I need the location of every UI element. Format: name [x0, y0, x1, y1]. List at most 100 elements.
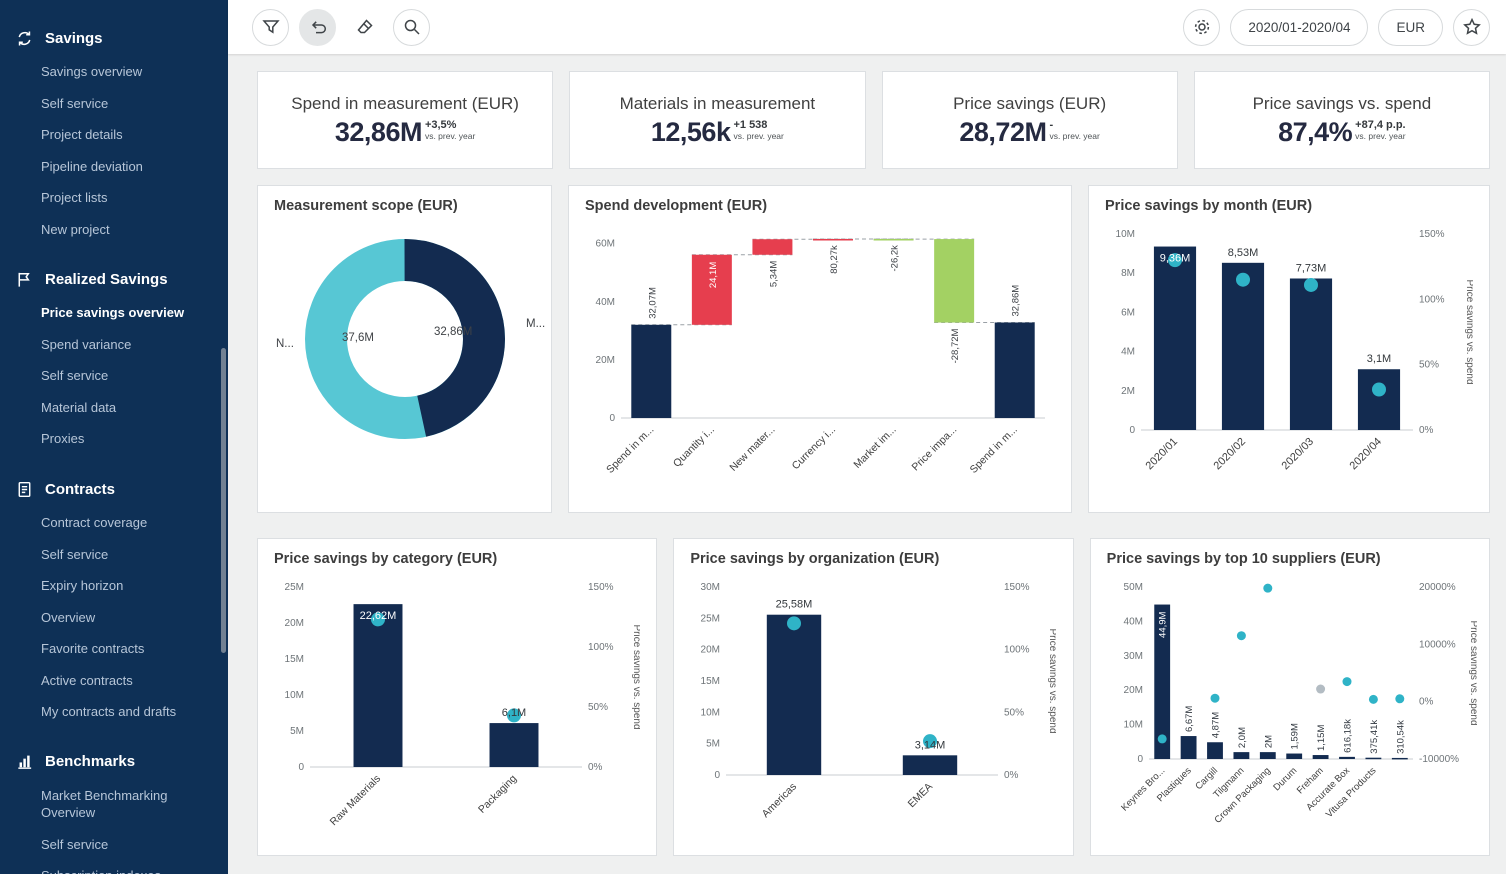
contracts-icon	[14, 479, 34, 499]
kpi-delta-sub: vs. prev. year	[424, 130, 476, 141]
sidebar-item-overview[interactable]: Overview	[41, 609, 96, 625]
sidebar-header-label: Realized Savings	[45, 270, 168, 288]
chart-title: Spend development (EUR)	[585, 198, 768, 214]
chart-title: Measurement scope (EUR)	[274, 198, 458, 214]
sidebar-item-contract-coverage[interactable]: Contract coverage	[41, 515, 148, 531]
sidebar-item-spend-variance[interactable]: Spend variance	[41, 336, 132, 352]
sidebar-item-project-lists[interactable]: Project lists	[41, 190, 108, 206]
sidebar-item-self-service[interactable]: Self service	[41, 836, 109, 852]
kpi-title: Spend in measurement (EUR)	[291, 94, 519, 113]
svg-text:375,41k: 375,41k	[1369, 720, 1380, 754]
sidebar-header-benchmarks[interactable]: Benchmarks	[0, 742, 228, 780]
sidebar-scrollbar[interactable]	[221, 348, 226, 653]
sidebar-item-proxies[interactable]: Proxies	[41, 431, 85, 447]
kpi-value-row: 12,56k +1 538 vs. prev. year	[651, 119, 784, 146]
svg-text:Packaging: Packaging	[476, 773, 519, 816]
undo-button[interactable]	[299, 8, 336, 46]
svg-text:2020/03: 2020/03	[1280, 436, 1317, 473]
svg-text:50%: 50%	[588, 702, 608, 713]
sidebar-item-new-project[interactable]: New project	[41, 221, 110, 237]
svg-text:22,62M: 22,62M	[360, 610, 397, 622]
sidebar-item-subscription-indexes[interactable]: Subscription indexes	[0, 860, 228, 874]
svg-text:Price savings vs. spend: Price savings vs. spend	[1464, 279, 1473, 384]
sidebar-item-expiry-horizon[interactable]: Expiry horizon	[41, 578, 124, 594]
sidebar-item-favorite-contracts[interactable]: Favorite contracts	[41, 641, 145, 657]
sidebar-item-self-service[interactable]: Self service	[41, 95, 109, 111]
savings-by-category-chart[interactable]: 0 5M 10M 15M 20M 25M 0% 50% 100% 150% Raw Material…	[274, 573, 642, 839]
sidebar-item-savings-overview[interactable]: Savings overview	[41, 64, 143, 79]
sidebar-item-pipeline-deviation[interactable]: Pipeline deviation	[41, 158, 143, 174]
chart-svg	[304, 239, 505, 439]
svg-text:0: 0	[298, 762, 304, 773]
sidebar-header-savings[interactable]: Savings	[0, 18, 228, 56]
sidebar-nav: Savings Savings overview Self service Proje…	[0, 18, 228, 874]
filter-button[interactable]	[252, 8, 289, 46]
spend-development-chart[interactable]: 0 20M 40M 60M 32,07M Spend in m... 24,1M Quanti…	[585, 220, 1055, 496]
kpi-value-row: 32,86M +3,5% vs. prev. year	[335, 119, 475, 146]
svg-text:0%: 0%	[1419, 425, 1434, 436]
sidebar-item-market-benchmarking-overview[interactable]: Market Benchmarking Overview	[41, 787, 168, 821]
kpi-card-materials-in-measurement[interactable]: Materials in measurement 12,56k +1 538 vs. …	[569, 71, 866, 169]
currency-button[interactable]: EUR	[1378, 8, 1443, 46]
sync-icon	[14, 28, 34, 48]
chart-title: Price savings by organization (EUR)	[690, 551, 940, 567]
svg-text:25M: 25M	[285, 582, 304, 593]
kpi-value-row: 28,72M - vs. prev. year	[959, 119, 1099, 146]
svg-text:Price impa...: Price impa...	[910, 424, 960, 474]
chart-svg: 0 20M 40M 60M 32,07M Spend in m... 24,1M Quanti…	[596, 238, 1045, 476]
sidebar-item-self-service[interactable]: Self service	[41, 368, 109, 384]
kpi-card-spend-in-measurement-eur[interactable]: Spend in measurement (EUR) 32,86M +3,5% vs.…	[257, 71, 554, 169]
svg-text:10M: 10M	[1123, 720, 1142, 731]
eraser-button[interactable]	[346, 8, 383, 46]
svg-text:Spend in m...: Spend in m...	[968, 424, 1020, 476]
kpi-delta-block: +1 538 vs. prev. year	[733, 119, 783, 140]
svg-text:5,34M: 5,34M	[768, 261, 779, 287]
sidebar-header-contracts[interactable]: Contracts	[0, 469, 228, 507]
svg-text:20M: 20M	[1123, 685, 1142, 696]
sidebar-section-realized-savings: Realized Savings Price savings overview Sp…	[0, 259, 228, 455]
filter-icon	[261, 20, 280, 34]
settings-button[interactable]	[1183, 8, 1221, 46]
sidebar-section-benchmarks: Benchmarks Market Benchmarking Overview Se…	[0, 742, 228, 874]
svg-text:3,14M: 3,14M	[915, 739, 946, 751]
savings-by-organization-chart[interactable]: 0 5M 10M 15M 20M 25M 30M 0% 50% 100% 150% Americas E…	[690, 573, 1058, 839]
svg-text:2M: 2M	[1121, 386, 1135, 397]
kpi-card-price-savings-eur[interactable]: Price savings (EUR) 28,72M - vs. prev. year	[881, 71, 1178, 169]
sidebar-header-label: Benchmarks	[45, 753, 136, 771]
measurement-scope-donut[interactable]: N... 37,6M 32,86M M...	[274, 220, 545, 496]
svg-text:5M: 5M	[290, 726, 304, 737]
dashboard-content: Spend in measurement (EUR) 32,86M +3,5% vs.…	[228, 54, 1506, 874]
savings-by-month-chart[interactable]: 0 2M 4M 6M 8M 10M 0% 50% 100% 150% 2020/01 2020/02 2…	[1105, 220, 1475, 496]
kpi-delta: -	[1049, 119, 1054, 131]
svg-text:30M: 30M	[1123, 651, 1142, 662]
svg-text:0%: 0%	[1004, 770, 1019, 781]
svg-text:2M: 2M	[1263, 735, 1274, 748]
kpi-row: Spend in measurement (EUR) 32,86M +3,5% vs.…	[257, 71, 1490, 169]
sidebar-header-realized-savings[interactable]: Realized Savings	[0, 259, 228, 297]
chart-title: Price savings by month (EUR)	[1105, 198, 1313, 214]
chart-svg: 0 5M 10M 15M 20M 25M 0% 50% 100% 150% Raw Material…	[285, 582, 642, 828]
donut-segment-label: N...	[276, 338, 294, 350]
kpi-title: Price savings (EUR)	[953, 94, 1107, 113]
svg-text:10M: 10M	[285, 690, 304, 701]
kpi-card-price-savings-vs-spend[interactable]: Price savings vs. spend 87,4% +87,4 p.p. vs…	[1193, 71, 1490, 169]
svg-text:50%: 50%	[1419, 360, 1439, 371]
savings-by-suppliers-chart[interactable]: 0 10M 20M 30M 40M 50M -10000% 0% 10000% 20000% Key…	[1107, 573, 1479, 839]
svg-text:0: 0	[1137, 754, 1143, 765]
sidebar-item-active-contracts[interactable]: Active contracts	[41, 672, 133, 688]
card-savings-by-category: Price savings by category (EUR) 0 5M 10M 15…	[257, 538, 658, 856]
svg-text:616,18k: 616,18k	[1342, 719, 1353, 753]
sidebar-item-self-service[interactable]: Self service	[41, 546, 109, 562]
sidebar-item-project-details[interactable]: Project details	[41, 127, 123, 143]
svg-text:30M: 30M	[701, 582, 720, 593]
favorite-button[interactable]	[1453, 8, 1490, 46]
sidebar-item-price-savings-overview[interactable]: Price savings overview	[41, 305, 185, 321]
search-icon	[404, 19, 420, 35]
sidebar-item-my-contracts-and-drafts[interactable]: My contracts and drafts	[41, 704, 177, 720]
search-button[interactable]	[393, 8, 430, 46]
chart-svg: 0 10M 20M 30M 40M 50M -10000% 0% 10000% 20000% Key…	[1119, 582, 1479, 826]
svg-text:150%: 150%	[1419, 229, 1445, 240]
sidebar-item-material-data[interactable]: Material data	[41, 399, 117, 415]
toolbar-right: 2020/01-2020/04 EUR	[1183, 8, 1490, 46]
date-range-button[interactable]: 2020/01-2020/04	[1230, 8, 1369, 46]
